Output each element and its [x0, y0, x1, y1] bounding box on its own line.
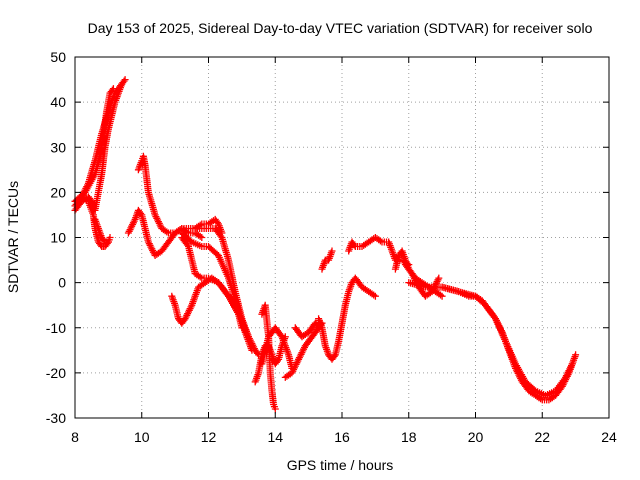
y-tick-label: 20	[50, 184, 66, 200]
y-tick-label: 30	[50, 139, 66, 155]
y-tick-label: -10	[46, 320, 66, 336]
x-tick-label: 12	[201, 429, 217, 445]
series-arc-5	[91, 215, 114, 246]
series-arc-17	[315, 274, 379, 363]
x-tick-label: 8	[71, 429, 79, 445]
x-tick-label: 20	[468, 429, 484, 445]
data-markers	[71, 76, 580, 413]
grid-lines	[75, 57, 609, 418]
series-arc-23	[438, 283, 576, 399]
data-point-marks	[291, 319, 323, 341]
series-arc-14	[258, 324, 296, 372]
data-point-marks	[315, 274, 379, 363]
data-point-marks	[405, 279, 580, 404]
data-point-marks	[318, 247, 336, 273]
axis-ticks	[74, 56, 610, 419]
x-tick-label: 14	[267, 429, 283, 445]
series-arc-16	[291, 319, 323, 341]
x-tick-label: 18	[401, 429, 417, 445]
series-arc-7	[134, 152, 206, 241]
x-tick-label: 16	[334, 429, 350, 445]
series-arc-18	[318, 247, 336, 273]
y-tick-label: 50	[50, 49, 66, 65]
y-tick-label: 10	[50, 230, 66, 246]
y-axis-label: SDTVAR / TECUs	[5, 181, 21, 293]
series-arc-11	[178, 234, 252, 341]
y-tick-labels: -30 -20 -10 0 10 20 30 40 50	[46, 49, 66, 426]
chart-title: Day 153 of 2025, Sidereal Day-to-day VTE…	[88, 20, 593, 36]
x-tick-label: 22	[534, 429, 550, 445]
series-arc-22	[405, 279, 580, 404]
y-tick-label: -20	[46, 365, 66, 381]
x-tick-labels: 8 10 12 14 16 18 20 22 24	[71, 429, 617, 445]
data-point-marks	[438, 283, 576, 399]
data-point-marks	[134, 152, 206, 241]
data-point-marks	[71, 85, 117, 205]
data-point-marks	[258, 324, 296, 372]
series-arc-2	[71, 85, 117, 205]
y-tick-label: -30	[46, 410, 66, 426]
x-tick-label: 10	[134, 429, 150, 445]
x-axis-label: GPS time / hours	[287, 457, 394, 473]
data-point-marks	[91, 215, 114, 246]
x-tick-label: 24	[601, 429, 617, 445]
y-tick-label: 40	[50, 94, 66, 110]
y-tick-label: 0	[58, 275, 66, 291]
data-point-marks	[178, 234, 252, 341]
